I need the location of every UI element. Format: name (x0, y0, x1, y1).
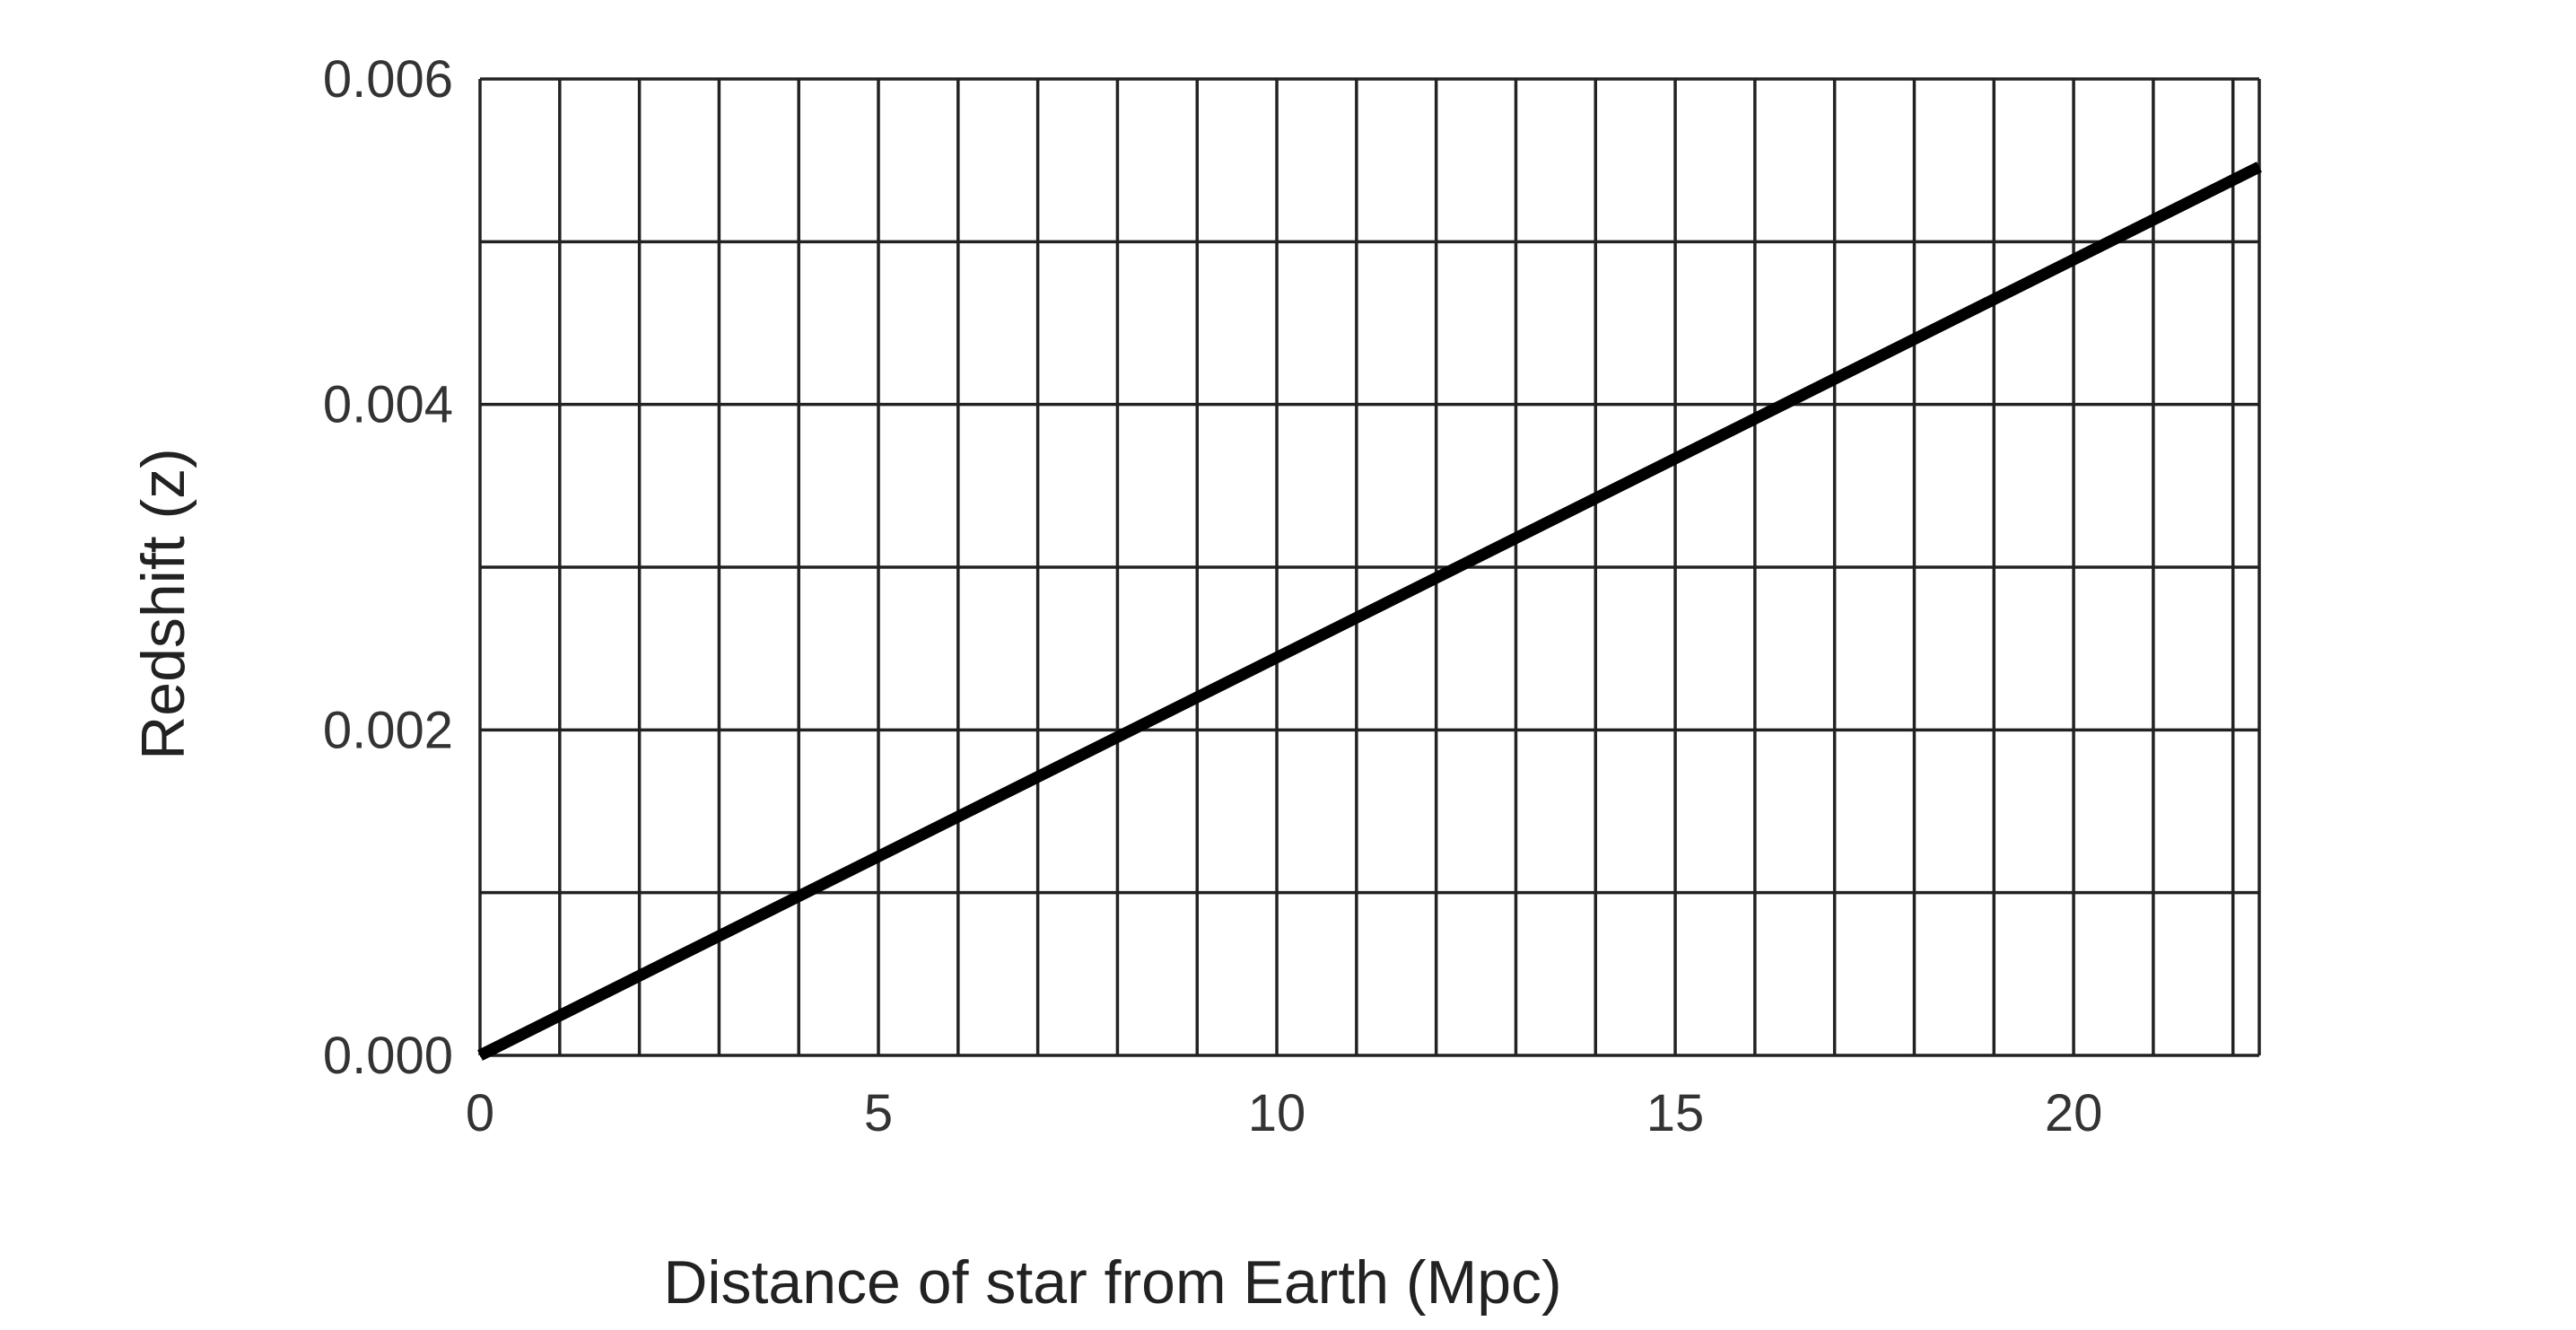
y-tick-label: 0.006 (323, 50, 453, 109)
x-tick-label: 20 (2045, 1084, 2103, 1142)
x-tick-label: 15 (1646, 1084, 1705, 1142)
x-tick-label: 0 (466, 1084, 494, 1142)
y-tick-label: 0.002 (323, 701, 453, 759)
y-tick-label: 0.004 (323, 376, 453, 434)
x-axis-title: Distance of star from Earth (Mpc) (663, 1248, 1561, 1317)
tick-labels: 0 5 10 15 20 0.000 0.002 0.004 0.006 (323, 50, 2103, 1142)
series-line (477, 162, 2262, 1061)
grid (478, 77, 2261, 1057)
x-tick-label: 5 (864, 1084, 893, 1142)
y-tick-label: 0.000 (323, 1027, 453, 1085)
y-axis-title: Redshift (z) (129, 448, 197, 760)
series-layer (477, 162, 2262, 1061)
x-tick-label: 10 (1248, 1084, 1306, 1142)
